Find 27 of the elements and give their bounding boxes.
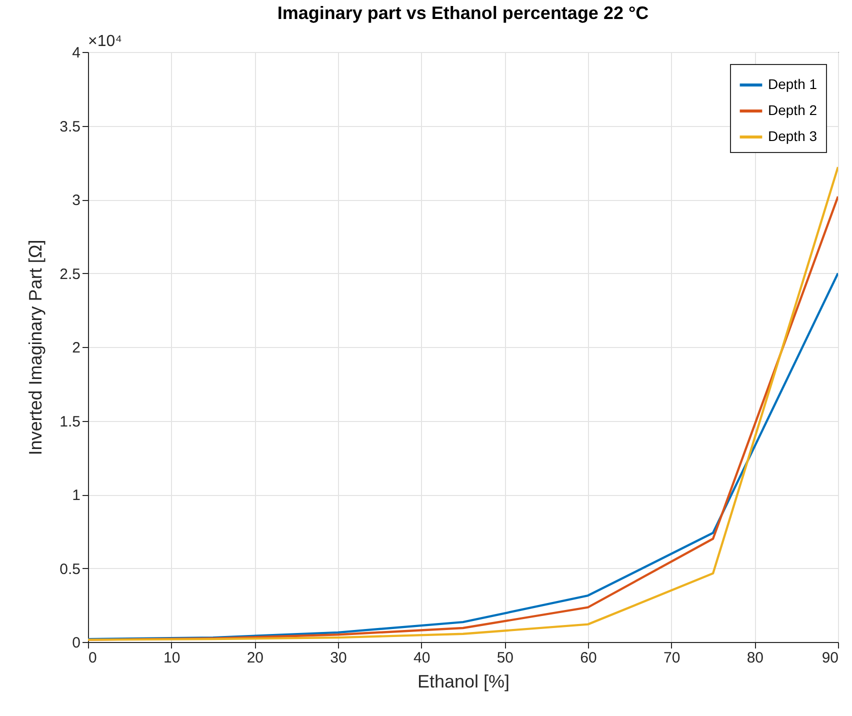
x-tick-label: 50: [496, 650, 514, 666]
y-tick-label: 3.5: [60, 118, 80, 136]
x-axis-title: Ethanol [%]: [417, 672, 510, 692]
x-tick-label: 30: [330, 650, 347, 666]
legend-label: Depth 1: [768, 76, 818, 92]
x-tick-label: 90: [822, 650, 838, 666]
y-tick-label: 0.5: [60, 560, 80, 578]
x-tick-label: 20: [246, 650, 264, 666]
x-tick-label: 60: [580, 650, 597, 666]
x-tick-label: 80: [746, 650, 764, 666]
x-tick-label: 70: [663, 650, 680, 666]
line-series: [88, 272, 838, 640]
y-axis-title: Inverted Imaginary Part [Ω]: [26, 240, 46, 456]
y-tick-label: 1: [72, 487, 80, 504]
y-tick-label: 3: [72, 192, 80, 209]
legend-label: Depth 3: [768, 128, 818, 144]
y-tick-label: 2.5: [60, 266, 80, 283]
legend-label: Depth 2: [768, 102, 818, 118]
y-tick-label: 1.5: [60, 413, 80, 430]
x-tick-label: 40: [413, 650, 430, 666]
chart-title: Imaginary part vs Ethanol percentage 22 °C: [277, 3, 649, 23]
text: ×10⁴: [88, 33, 122, 50]
x-tick-label: 0: [88, 650, 97, 666]
x-tick-label: 10: [163, 650, 180, 666]
y-tick-label: 0: [72, 634, 80, 652]
y-tick-label: 2: [72, 340, 80, 356]
y-tick-label: 4: [72, 44, 80, 62]
